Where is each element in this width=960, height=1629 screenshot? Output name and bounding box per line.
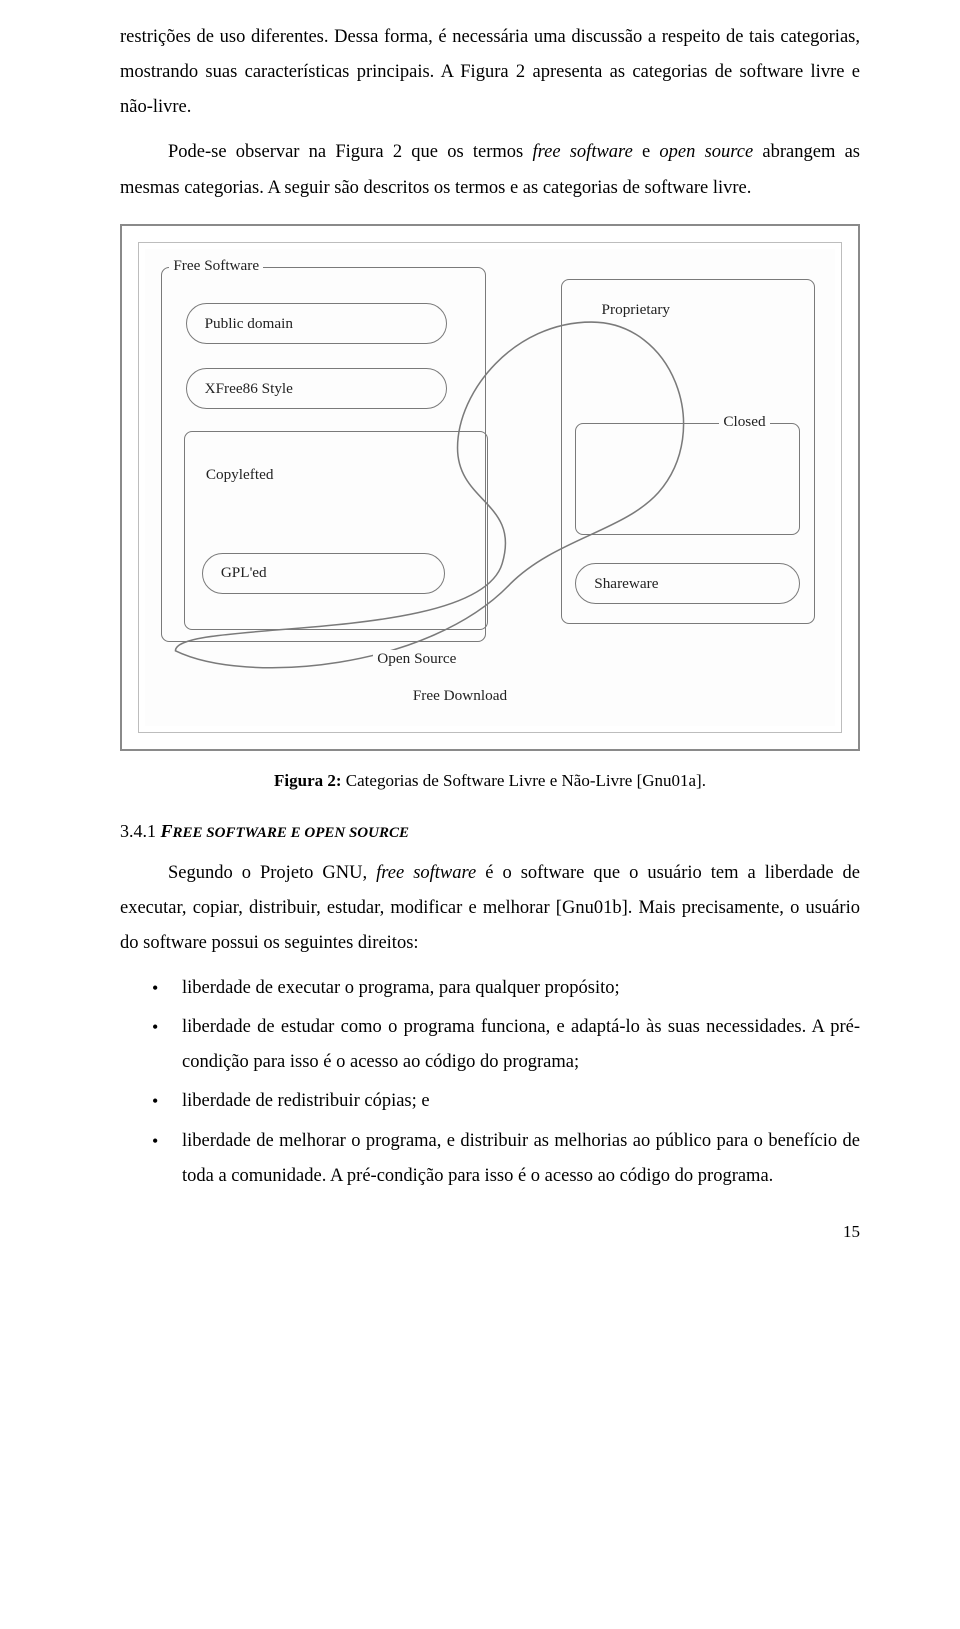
figure-frame: Free Software Public domain XFree86 Style C… [120, 224, 860, 751]
page: restrições de uso diferentes. Dessa form… [0, 0, 960, 1282]
heading-title-rest: REE SOFTWARE E OPEN SOURCE [173, 825, 409, 841]
xfree86-pill: XFree86 Style [186, 368, 448, 409]
section-heading-3-4-1: 3.4.1 FREE SOFTWARE E OPEN SOURCE [120, 821, 860, 842]
rights-list: liberdade de executar o programa, para q… [120, 971, 860, 1194]
public-domain-pill-label: Public domain [201, 315, 297, 333]
copylefted-box [184, 431, 488, 630]
heading-number: 3.4.1 [120, 821, 156, 841]
p3-pre: Segundo o Projeto GNU, [168, 863, 376, 883]
software-categories-diagram: Free Software Public domain XFree86 Style C… [145, 249, 835, 726]
page-number: 15 [120, 1222, 860, 1242]
section-paragraph: Segundo o Projeto GNU, free software é o… [120, 856, 860, 961]
p2-mid: e [633, 142, 660, 162]
xfree86-pill-label: XFree86 Style [201, 380, 297, 398]
list-item-text: liberdade de redistribuir cópias; e [182, 1091, 430, 1111]
public-domain-pill: Public domain [186, 303, 448, 344]
gpled-pill: GPL'ed [202, 553, 446, 594]
shareware-pill-label: Shareware [590, 575, 662, 593]
list-item: liberdade de melhorar o programa, e dist… [120, 1124, 860, 1194]
list-item: liberdade de redistribuir cópias; e [120, 1084, 860, 1119]
free-software-box-label: Free Software [169, 257, 263, 275]
figure-inner-frame: Free Software Public domain XFree86 Style C… [138, 242, 842, 733]
heading-title: FREE SOFTWARE E OPEN SOURCE [161, 821, 409, 841]
heading-title-lead: F [161, 821, 173, 841]
proprietary-box-label: Proprietary [598, 301, 674, 319]
shareware-pill: Shareware [575, 563, 800, 604]
closed-box-label: Closed [719, 413, 769, 431]
intro-paragraph-2: Pode-se observar na Figura 2 que os term… [120, 135, 860, 205]
list-item-text: liberdade de melhorar o programa, e dist… [182, 1131, 860, 1186]
caption-rest: Categorias de Software Livre e Não-Livre… [342, 771, 706, 790]
figure-caption: Figura 2: Categorias de Software Livre e… [120, 771, 860, 791]
closed-box [575, 423, 800, 535]
p2-term-open-source: open source [659, 142, 753, 162]
list-item-text: liberdade de executar o programa, para q… [182, 978, 620, 998]
free-download-label: Free Download [409, 687, 511, 705]
list-item: liberdade de estudar como o programa fun… [120, 1010, 860, 1080]
list-item-text: liberdade de estudar como o programa fun… [182, 1017, 860, 1072]
p1-text: restrições de uso diferentes. Dessa form… [120, 27, 860, 117]
p3-term-free-software: free software [376, 863, 476, 883]
intro-paragraph-1: restrições de uso diferentes. Dessa form… [120, 20, 860, 125]
list-item: liberdade de executar o programa, para q… [120, 971, 860, 1006]
p2-pre: Pode-se observar na Figura 2 que os term… [168, 142, 532, 162]
copylefted-label: Copylefted [202, 466, 278, 484]
caption-bold: Figura 2: [274, 771, 342, 790]
open-source-label: Open Source [373, 650, 460, 668]
gpled-pill-label: GPL'ed [217, 564, 271, 582]
p2-term-free-software: free software [532, 142, 632, 162]
